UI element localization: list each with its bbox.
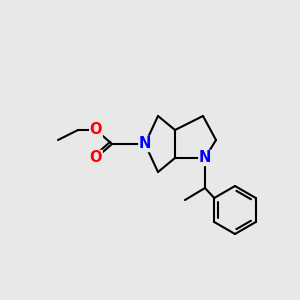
Text: O: O [90, 151, 102, 166]
Text: N: N [139, 136, 151, 152]
Text: N: N [199, 151, 211, 166]
Text: O: O [90, 122, 102, 137]
